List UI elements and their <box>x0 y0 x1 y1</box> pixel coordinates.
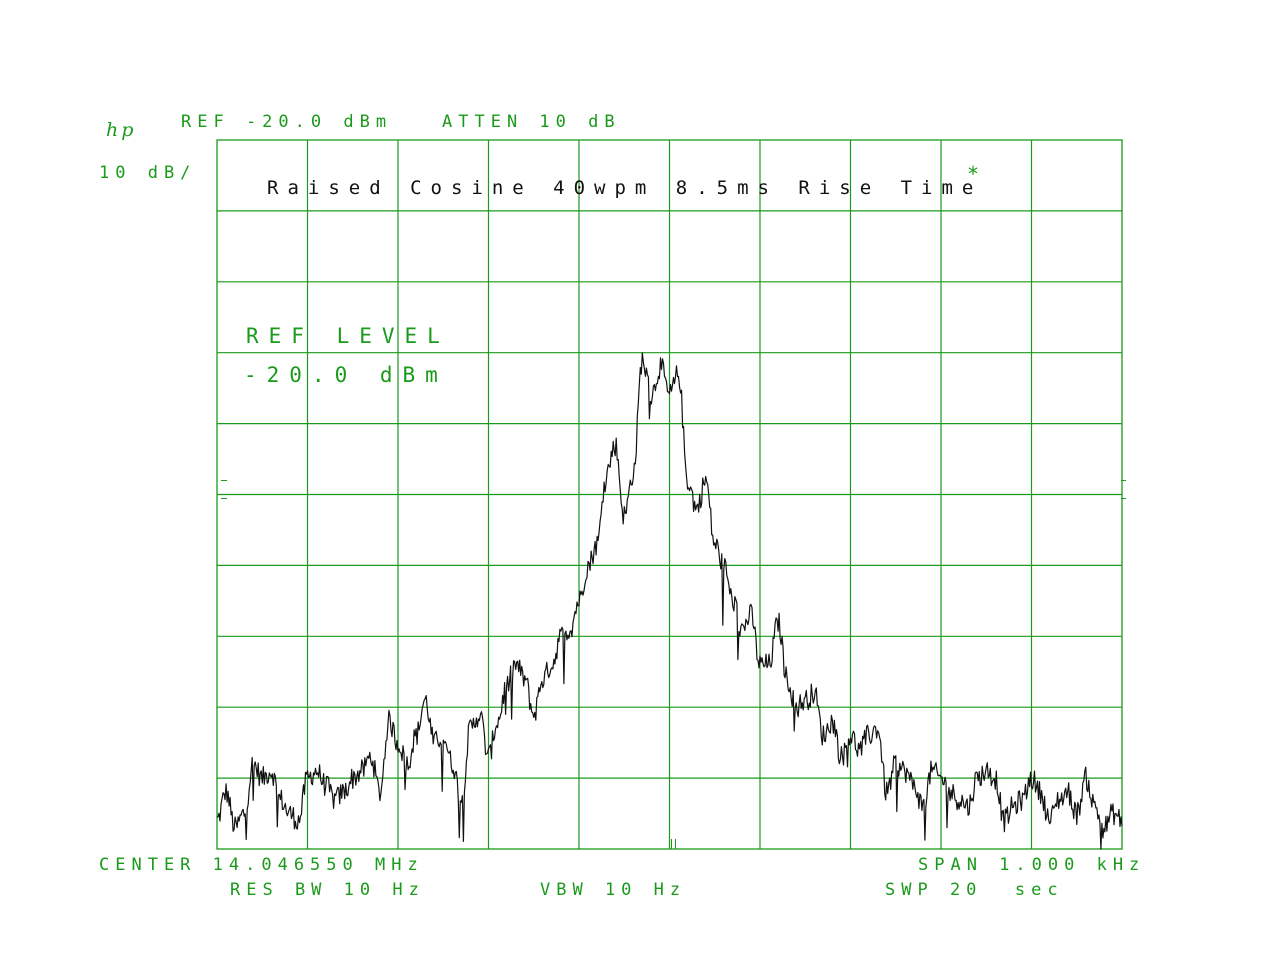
spectrum-trace <box>216 352 1123 850</box>
hp-logo: hp <box>106 119 137 141</box>
ref-readout: REF -20.0 dBm <box>181 112 393 132</box>
sweep-readout: SWP 20 sec <box>885 880 1064 900</box>
ref-level-label: REF LEVEL <box>246 324 450 348</box>
span-readout: SPAN 1.000 kHz <box>918 855 1146 875</box>
trace-layer <box>216 352 1123 850</box>
marker-symbol: * <box>967 162 980 186</box>
vbw-readout: VBW 10 Hz <box>540 880 687 900</box>
res-bw-readout: RES BW 10 Hz <box>230 880 425 900</box>
chart-title: Raised Cosine 40wpm 8.5ms Rise Time <box>267 177 983 199</box>
atten-readout: ATTEN 10 dB <box>442 112 621 132</box>
edge-ticks <box>221 480 1126 849</box>
scale-readout: 10 dB/ <box>99 163 197 183</box>
center-frequency: CENTER 14.046550 MHz <box>99 855 424 875</box>
ref-level-value: -20.0 dBm <box>244 363 448 387</box>
graticule <box>216 139 1123 850</box>
